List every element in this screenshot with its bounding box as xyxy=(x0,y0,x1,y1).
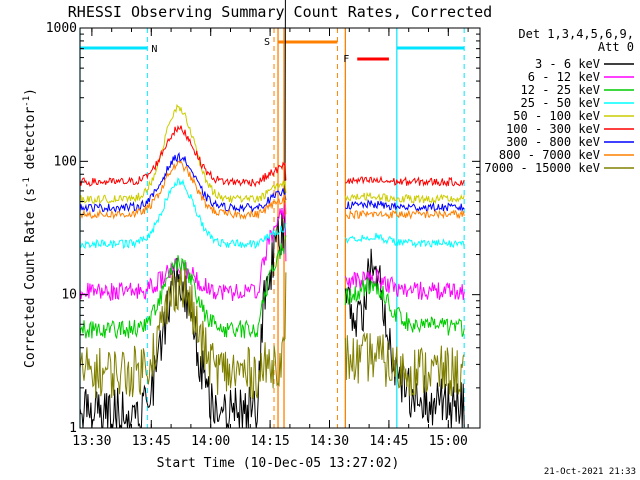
x-tick-label: 14:15 xyxy=(251,434,290,449)
series-800-to-7000keV-kev xyxy=(79,160,465,220)
series-300-to-800keV-kev xyxy=(79,151,465,214)
legend-label: 3 - 6 keV xyxy=(535,57,600,71)
x-tick-label: 14:00 xyxy=(191,434,230,449)
legend-label: 800 - 7000 keV xyxy=(499,148,600,162)
series-3-to-6keV-kev xyxy=(79,0,465,429)
legend-label: 7000 - 15000 keV xyxy=(484,161,600,175)
y-axis-label-sup1: -1 xyxy=(22,177,32,188)
legend-label: 6 - 12 keV xyxy=(528,70,600,84)
series-50-to-100keV-kev xyxy=(79,103,465,205)
series-7000-to-15000keV-kev xyxy=(79,267,465,400)
series-line-post xyxy=(344,331,465,397)
series-line-pre xyxy=(79,177,287,250)
series-12-to-25keV-kev xyxy=(79,235,465,339)
series-line-post xyxy=(345,198,465,213)
chart-title: RHESSI Observing Summary Count Rates, Co… xyxy=(68,3,492,21)
series-line-pre xyxy=(79,160,287,220)
y-axis-label-part2: detector xyxy=(23,107,38,178)
series-line-pre xyxy=(79,103,287,205)
y-axis-label-end: ) xyxy=(23,88,38,96)
y-axis-label: Corrected Count Rate (s-1 detector-1) xyxy=(22,88,38,368)
series-line-post xyxy=(345,175,465,188)
y-axis-label-part1: Corrected Count Rate (s xyxy=(23,188,38,368)
series-25-to-50keV-kev xyxy=(79,177,465,250)
y-tick-label: 100 xyxy=(54,154,77,169)
x-axis-label: Start Time (10-Dec-05 13:27:02) xyxy=(157,456,400,471)
series-line-post xyxy=(344,232,465,249)
series-line-pre xyxy=(79,235,287,339)
night-label: N xyxy=(151,44,157,55)
flare-label: F xyxy=(343,54,349,65)
series-line-pre xyxy=(79,0,286,429)
legend-header-detectors: Det 1,3,4,5,6,9, xyxy=(518,27,634,41)
axes: 13:30 13:45 14:00 14:15 14:30 14:45 15:00 1 10 10… xyxy=(46,21,480,449)
series-line-post xyxy=(344,267,465,301)
legend-label: 25 - 50 keV xyxy=(521,96,600,110)
series-line-post xyxy=(344,191,465,205)
x-tick-label: 13:30 xyxy=(72,434,111,449)
legend-label: 50 - 100 keV xyxy=(513,109,600,123)
legend-label: 12 - 25 keV xyxy=(521,83,600,97)
x-tick-label: 15:00 xyxy=(429,434,468,449)
timestamp: 21-Oct-2021 21:33 xyxy=(544,467,636,477)
series-line-pre xyxy=(79,151,287,214)
series-layer xyxy=(79,0,465,429)
series-line-pre xyxy=(79,124,287,188)
series-line-post xyxy=(344,209,465,220)
x-tick-label: 14:30 xyxy=(310,434,349,449)
y-tick-label: 1000 xyxy=(46,21,77,36)
y-axis-label-sup2: -1 xyxy=(22,96,32,107)
series-line-post xyxy=(344,248,465,429)
plot-frame xyxy=(79,27,481,429)
series-line-post xyxy=(344,277,465,337)
legend-label: 100 - 300 keV xyxy=(506,122,600,136)
x-tick-label: 13:45 xyxy=(132,434,171,449)
y-tick-label: 1 xyxy=(69,421,77,436)
legend-label: 300 - 800 keV xyxy=(506,135,600,149)
x-tick-label: 14:45 xyxy=(369,434,408,449)
legend-header-attenuator: Att 0 xyxy=(598,40,634,54)
y-tick-label: 10 xyxy=(61,288,77,303)
saa-label: S xyxy=(264,37,270,48)
series-line-pre xyxy=(79,267,287,400)
series-100-to-300keV-kev xyxy=(79,124,465,188)
